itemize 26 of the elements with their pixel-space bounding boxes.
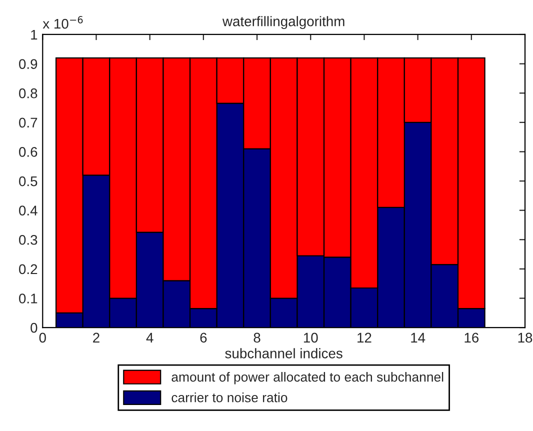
x-tick-label: 10 (304, 332, 318, 343)
legend-label: amount of power allocated to each subchannel (172, 372, 444, 384)
y-tick-label: 0.9 (19, 59, 38, 69)
text: x 10$^{−6}$ (42, 16, 83, 29)
y-tick-label: 0.3 (19, 234, 38, 245)
x-tick-label: 0 (39, 332, 46, 343)
y-tick-label: 0.5 (19, 176, 38, 186)
y-tick-label: 0.6 (19, 147, 38, 157)
legend-label: carrier to noise ratio (172, 392, 288, 402)
y-tick-label: 0.4 (19, 206, 38, 216)
x-tick-label: 6 (200, 332, 207, 343)
x-tick-label: 16 (464, 332, 479, 343)
x-tick-label: 18 (518, 332, 532, 343)
y-tick-label: 0 (30, 322, 38, 333)
x-axis-title: subchannel indices (225, 348, 342, 358)
x-tick-label: 12 (358, 332, 372, 342)
x-tick-label: 4 (146, 332, 154, 342)
y-tick-label: 0.7 (19, 118, 38, 128)
chart-title: waterfillingalgorithm (222, 16, 344, 30)
x-tick-label: 14 (411, 332, 426, 342)
y-tick-label: 0.8 (19, 88, 38, 98)
x-tick-label: 2 (93, 332, 100, 342)
x-tick-label: 8 (254, 332, 260, 343)
y-tick-label: 1 (31, 30, 38, 40)
y-tick-label: 0.1 (19, 294, 38, 304)
y-tick-label: 0.2 (19, 264, 38, 274)
